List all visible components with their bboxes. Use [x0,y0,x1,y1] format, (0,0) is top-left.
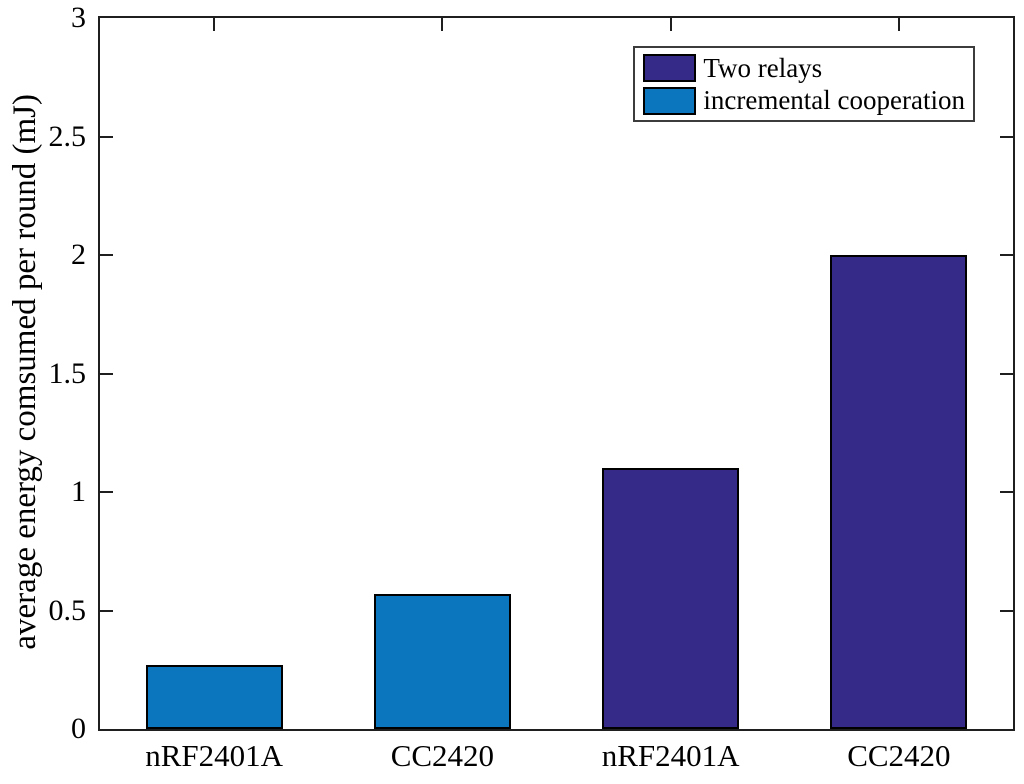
legend-swatch-two-relays [643,54,697,83]
y-tick-mark [100,491,113,493]
y-tick-mark [100,254,113,256]
y-tick-mark [100,609,113,612]
y-tick-mark [1000,491,1013,493]
x-category-label: nRF2401A [145,738,284,773]
plot-area: Two relays incremental cooperation [98,16,1015,731]
y-tick-label: 0 [71,712,86,745]
x-category-label: nRF2401A [601,738,740,773]
bar-nRF2401A [602,468,740,729]
y-tick-label: 1 [71,475,86,508]
legend-label-incremental-cooperation: incremental cooperation [703,85,965,116]
y-tick-mark [100,135,113,138]
x-category-label: CC2420 [847,738,951,773]
legend-label-two-relays: Two relays [703,53,823,83]
y-tick-mark [1000,254,1013,256]
bar-nRF2401A [145,665,283,729]
y-tick-label: 0.5 [48,593,87,627]
y-tick-label: 2.5 [48,119,87,153]
legend-item: incremental cooperation [643,85,965,116]
x-tick-mark [897,18,900,31]
x-tick-mark [213,18,216,31]
y-tick-label: 2 [71,238,86,271]
legend: Two relays incremental cooperation [633,46,975,122]
bar-CC2420 [830,255,968,729]
bar-CC2420 [373,593,511,729]
x-tick-mark [441,18,444,31]
y-tick-label: 1.5 [48,356,87,390]
y-tick-mark [100,372,113,375]
legend-item: Two relays [643,54,965,82]
y-tick-mark [1000,609,1013,612]
y-tick-mark [1000,372,1013,375]
y-tick-mark [1000,135,1013,138]
legend-swatch-incremental-cooperation [643,86,697,115]
x-tick-mark [669,18,672,31]
y-tick-label: 3 [71,1,86,34]
x-category-label: CC2420 [390,738,495,773]
